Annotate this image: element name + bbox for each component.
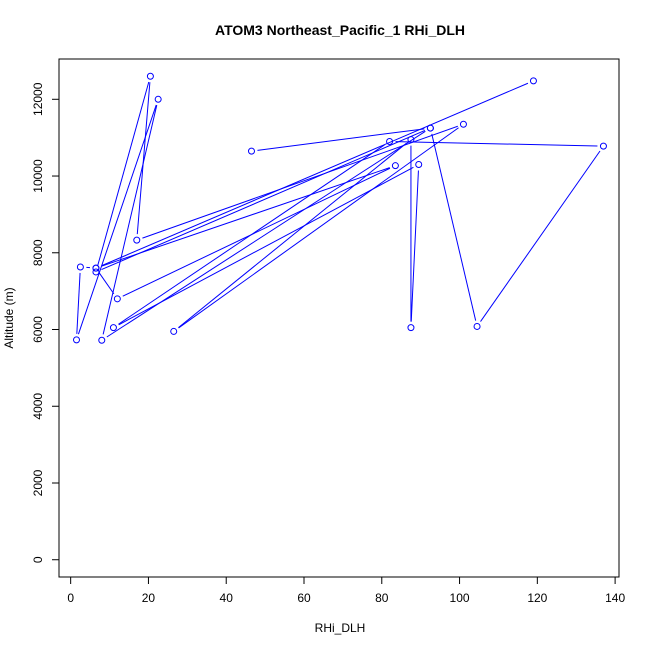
y-tick-label: 2000 <box>31 469 45 496</box>
series-segment <box>76 272 81 334</box>
y-axis: 0 2000 4000 6000 8000 10000 12000 <box>31 82 60 563</box>
series-segment <box>431 133 477 321</box>
series-segment <box>178 127 459 329</box>
data-point <box>154 95 162 103</box>
plot-frame <box>58 58 620 578</box>
x-tick-label: 120 <box>527 591 547 605</box>
series-segment <box>101 82 529 267</box>
data-point <box>170 327 178 335</box>
y-tick-label: 8000 <box>31 239 45 266</box>
series-segment <box>122 167 391 297</box>
y-axis-label: Altitude (m) <box>2 287 16 348</box>
series-segment <box>410 170 419 322</box>
series-segment <box>136 82 151 235</box>
series-segment <box>178 142 407 329</box>
series-segment <box>118 166 414 326</box>
data-point <box>113 295 121 303</box>
chart-title: ATOM3 Northeast_Pacific_1 RHi_DLH <box>215 22 465 38</box>
x-tick-label: 40 <box>220 591 234 605</box>
data-point <box>248 147 255 155</box>
data-point <box>459 120 467 128</box>
data-point <box>73 336 80 344</box>
y-tick-label: 12000 <box>31 82 45 116</box>
series-layer <box>73 72 607 344</box>
series-segment <box>97 81 150 267</box>
series-segment <box>480 150 601 322</box>
y-tick-label: 0 <box>31 556 45 563</box>
x-axis: 0 20 40 60 80 100 120 140 <box>67 576 625 605</box>
data-point <box>426 124 434 132</box>
data-point <box>599 142 607 150</box>
y-tick-label: 6000 <box>31 316 45 343</box>
data-point <box>109 324 117 332</box>
x-tick-label: 140 <box>605 591 625 605</box>
data-point <box>391 162 399 170</box>
series-segment <box>257 128 425 151</box>
series-segment <box>101 167 390 267</box>
data-point <box>415 161 423 169</box>
data-point <box>407 136 415 144</box>
x-tick-label: 80 <box>375 591 389 605</box>
series-segment <box>102 105 158 335</box>
y-tick-label: 4000 <box>31 393 45 420</box>
series-segment <box>98 272 115 295</box>
data-point <box>386 137 394 145</box>
data-point <box>92 268 100 276</box>
y-tick-label: 10000 <box>31 159 45 193</box>
x-tick-label: 0 <box>67 591 74 605</box>
data-point <box>407 324 415 332</box>
data-point <box>76 263 84 271</box>
x-axis-label: RHi_DLH <box>315 621 366 635</box>
x-tick-label: 60 <box>297 591 311 605</box>
series-segment <box>106 130 426 338</box>
data-point <box>473 322 481 330</box>
data-point <box>146 72 154 80</box>
x-tick-label: 20 <box>142 591 156 605</box>
x-tick-label: 100 <box>450 591 470 605</box>
series-segment <box>77 104 157 335</box>
data-point <box>529 77 537 85</box>
data-point <box>92 264 100 272</box>
series-segment <box>101 129 426 271</box>
data-point <box>133 236 141 244</box>
data-point <box>98 336 106 344</box>
series-segment <box>395 141 598 147</box>
